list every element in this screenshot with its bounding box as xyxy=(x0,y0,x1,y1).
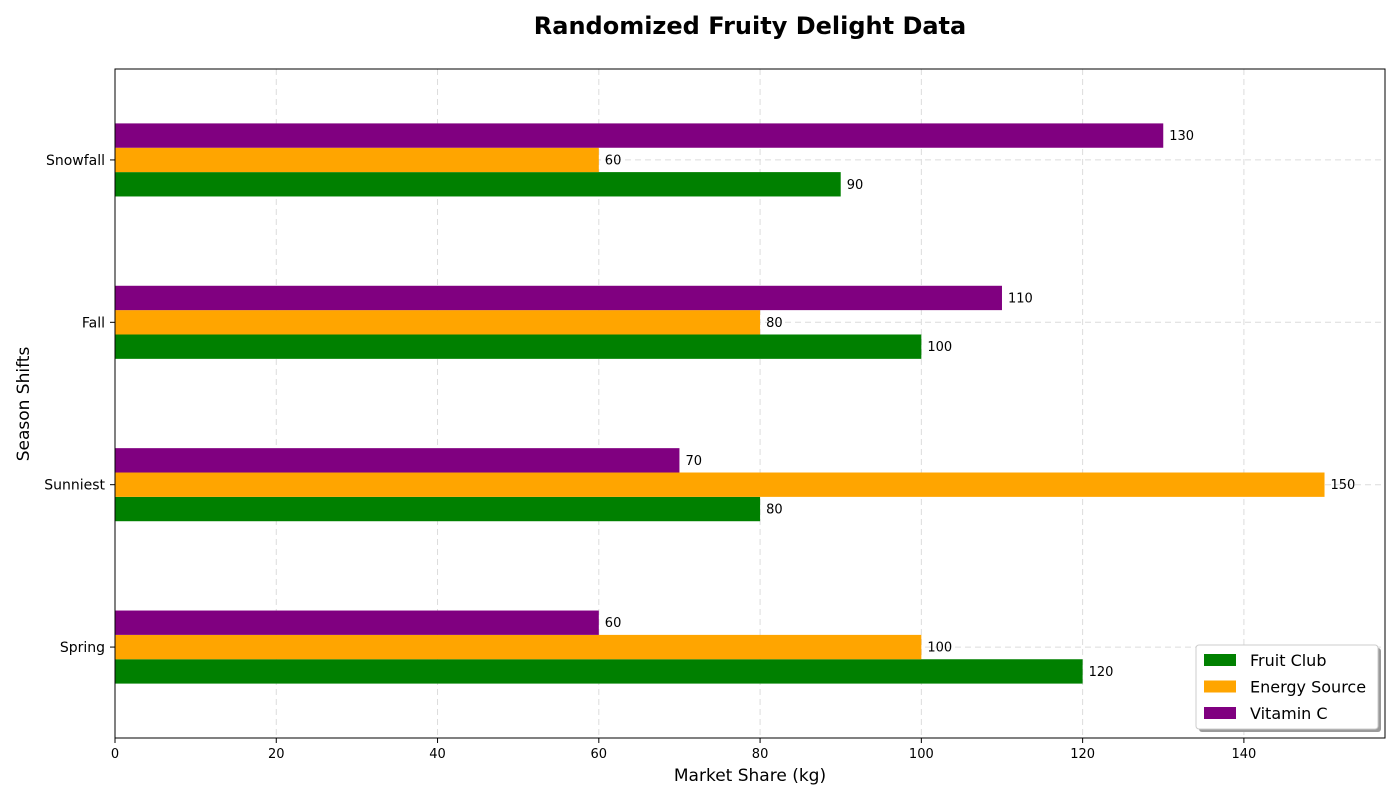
legend: Fruit Club Energy Source Vitamin C xyxy=(1195,644,1381,732)
x-tick-label: 100 xyxy=(909,747,934,762)
bar xyxy=(115,310,761,335)
ticks: 0 20 40 60 80 100 120 140 Spring Sunniest Fall Snow… xyxy=(44,153,1256,762)
x-tick-label: 20 xyxy=(268,747,285,762)
x-tick-label: 60 xyxy=(591,747,608,762)
legend-entry: Vitamin C xyxy=(1250,704,1328,723)
x-axis-label: Market Share (kg) xyxy=(674,766,826,786)
bar xyxy=(115,610,599,635)
bar xyxy=(115,123,1164,148)
x-tick-label: 120 xyxy=(1070,747,1095,762)
y-tick-label: Spring xyxy=(60,640,105,656)
y-tick-label: Snowfall xyxy=(46,153,105,169)
data-label: 70 xyxy=(685,454,702,469)
data-label: 100 xyxy=(927,340,952,355)
data-label: 120 xyxy=(1089,665,1114,680)
data-label: 80 xyxy=(766,503,783,518)
bar xyxy=(115,285,1002,311)
legend-swatch xyxy=(1204,680,1236,693)
bar xyxy=(115,659,1083,684)
legend-swatch xyxy=(1204,654,1236,666)
data-label: 130 xyxy=(1169,129,1194,144)
x-tick-label: 0 xyxy=(111,747,119,762)
y-axis-label: Season Shifts xyxy=(14,347,34,462)
data-label: 110 xyxy=(1008,291,1033,306)
bar xyxy=(115,448,680,473)
x-tick-label: 80 xyxy=(752,747,769,762)
bars: 120 80 100 90 100 150 80 60 60 70 110 130 xyxy=(115,123,1356,684)
plot-frame xyxy=(114,68,1386,739)
bar xyxy=(115,172,841,197)
bar xyxy=(115,334,922,359)
data-label: 60 xyxy=(605,616,622,631)
legend-swatch xyxy=(1204,707,1236,719)
data-label: 100 xyxy=(927,641,952,656)
data-label: 60 xyxy=(605,153,622,168)
x-tick-label: 140 xyxy=(1231,747,1256,762)
y-tick-label: Fall xyxy=(82,315,105,331)
data-label: 90 xyxy=(847,178,864,193)
legend-box xyxy=(1195,644,1379,730)
x-tick-label: 40 xyxy=(429,747,446,762)
chart-title: Randomized Fruity Delight Data xyxy=(534,12,966,40)
legend-entry: Energy Source xyxy=(1250,678,1366,697)
legend-entry: Fruit Club xyxy=(1250,651,1326,670)
y-tick-label: Sunniest xyxy=(44,478,105,494)
bar xyxy=(115,496,761,522)
bar xyxy=(115,147,599,173)
data-label: 150 xyxy=(1331,478,1356,493)
bar xyxy=(115,472,1325,497)
bar xyxy=(115,634,922,660)
data-label: 80 xyxy=(766,316,783,331)
